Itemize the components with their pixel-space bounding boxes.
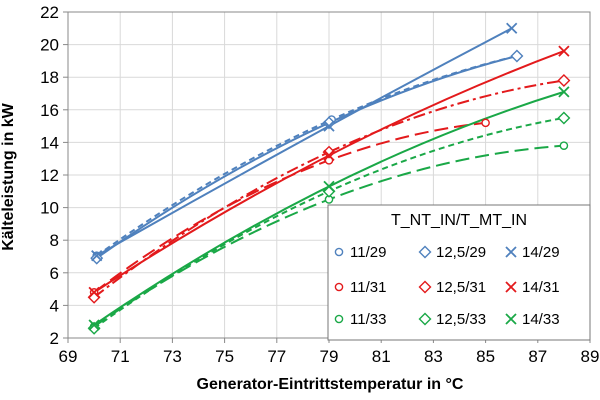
x-tick-label: 75 xyxy=(215,347,234,366)
series-line-12-5-29 xyxy=(96,55,518,259)
data-point-12-5-33 xyxy=(87,321,101,335)
x-tick-label: 83 xyxy=(424,347,443,366)
x-tick-label: 73 xyxy=(163,347,182,366)
y-tick-label: 12 xyxy=(40,166,59,185)
legend-items: 11/29 12,5/29 14/29 11/31 12,5/31 14/31 11/33 1… xyxy=(334,244,560,328)
legend-box xyxy=(327,204,591,341)
legend-label-11-33: 11/33 xyxy=(350,311,386,328)
data-point-14-31 xyxy=(558,45,570,57)
data-point-14-29 xyxy=(323,120,335,132)
y-tick-label: 22 xyxy=(40,3,59,22)
series-markers xyxy=(87,22,571,335)
data-point-12-5-29 xyxy=(90,251,104,265)
data-point-14-29 xyxy=(506,22,518,34)
legend-marker-11-31 xyxy=(334,282,344,292)
legend-label-12-5-29: 12,5/29 xyxy=(436,244,486,261)
y-tick-label: 10 xyxy=(40,199,59,218)
data-point-14-33 xyxy=(88,319,100,331)
legend-label-14-29: 14/29 xyxy=(522,244,560,261)
legend-label-12-5-33: 12,5/33 xyxy=(436,311,486,328)
data-point-11-31 xyxy=(481,118,490,128)
data-point-11-33 xyxy=(559,141,569,150)
legend-label-11-31: 11/31 xyxy=(350,279,386,296)
y-axis-label: Kälteleistung in kW xyxy=(0,102,17,250)
data-point-12-5-29 xyxy=(510,49,524,63)
legend-marker-12-5-31 xyxy=(418,280,432,294)
y-tick-label: 16 xyxy=(40,101,59,120)
data-point-12-5-31 xyxy=(557,73,571,87)
y-tick-label: 6 xyxy=(50,264,59,283)
legend-marker-14-31 xyxy=(505,281,517,293)
x-axis-label: Generator-Eintrittstemperatur in °C xyxy=(197,376,464,393)
x-tick-label: 69 xyxy=(59,347,78,366)
y-tick-label: 18 xyxy=(40,68,59,87)
data-point-12-5-31 xyxy=(322,145,336,159)
x-tick-label: 85 xyxy=(476,347,495,366)
data-point-14-33 xyxy=(558,86,570,98)
data-point-14-31 xyxy=(88,286,100,298)
x-tick-label: 87 xyxy=(528,347,547,366)
data-point-12-5-29 xyxy=(322,116,336,130)
data-point-12-5-33 xyxy=(557,111,571,125)
x-tick-label: 81 xyxy=(372,347,391,366)
data-point-14-31 xyxy=(323,149,335,162)
legend-label-11-29: 11/29 xyxy=(350,244,386,261)
legend-marker-11-29 xyxy=(334,247,344,257)
legend: T_NT_IN/T_MT_IN 11/29 12,5/29 14/29 11/31 12… xyxy=(327,204,591,341)
y-tick-labels: 2 4 6 8 10 12 14 16 18 20 22 xyxy=(40,3,59,348)
legend-label-14-33: 14/33 xyxy=(522,311,560,328)
x-tick-label: 89 xyxy=(581,347,600,366)
x-tick-labels: 69 71 73 75 77 79 81 83 85 87 89 xyxy=(59,347,600,366)
y-tick-label: 20 xyxy=(40,36,59,55)
legend-label-14-31: 14/31 xyxy=(522,279,560,296)
data-point-14-29 xyxy=(91,250,103,262)
y-tick-label: 8 xyxy=(50,231,59,250)
x-tick-label: 79 xyxy=(320,347,339,366)
legend-title: T_NT_IN/T_MT_IN xyxy=(391,212,527,229)
x-tick-label: 71 xyxy=(111,347,130,366)
legend-marker-14-29 xyxy=(505,246,517,258)
y-tick-label: 14 xyxy=(40,133,59,152)
data-point-14-33 xyxy=(323,180,335,193)
legend-marker-12-5-29 xyxy=(418,245,432,259)
y-tick-label: 4 xyxy=(50,296,59,315)
y-tick-label: 2 xyxy=(50,329,59,348)
legend-label-12-5-31: 12,5/31 xyxy=(436,279,486,296)
series-line-11-29 xyxy=(96,55,518,257)
legend-marker-12-5-33 xyxy=(418,312,432,326)
legend-marker-11-33 xyxy=(334,314,344,324)
x-tick-label: 77 xyxy=(267,347,286,366)
legend-marker-14-33 xyxy=(505,313,517,325)
series-line-14-29 xyxy=(96,27,513,257)
